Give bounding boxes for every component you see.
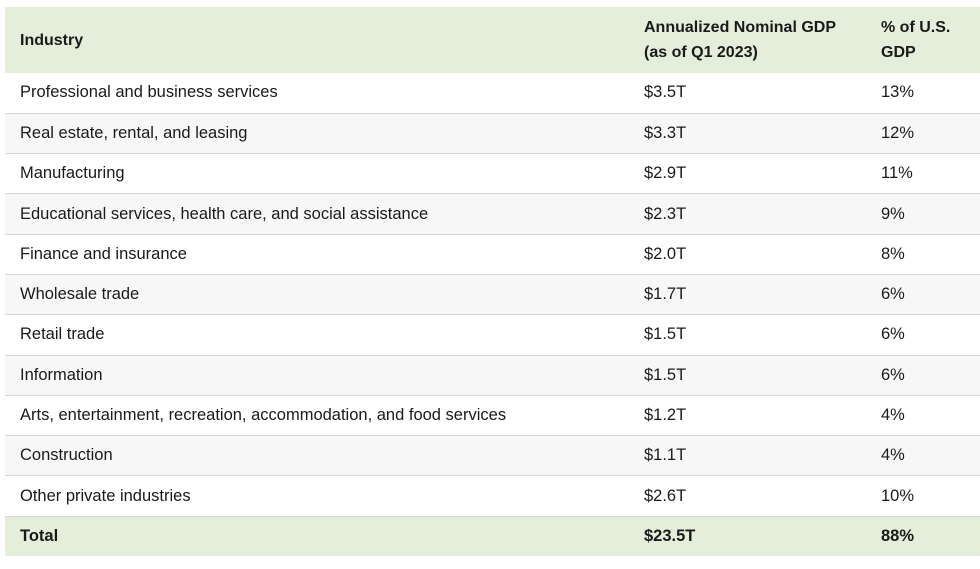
cell-industry: Professional and business services: [20, 83, 278, 102]
cell-industry: Finance and insurance: [20, 244, 187, 263]
table-footer: Total $23.5T 88%: [5, 516, 980, 557]
cell-gdp: $3.3T: [644, 123, 687, 142]
table-row: Information $1.5T 6%: [5, 355, 980, 396]
cell-gdp: $2.3T: [644, 204, 687, 223]
total-row: Total $23.5T 88%: [5, 516, 980, 557]
table-row: Arts, entertainment, recreation, accommo…: [5, 395, 980, 436]
cell-gdp: $1.5T: [644, 365, 687, 384]
cell-industry: Construction: [20, 446, 113, 465]
table-row: Retail trade $1.5T 6%: [5, 314, 980, 356]
data-table: Industry Annualized Nominal GDP (as of Q…: [5, 7, 980, 557]
header-industry: Industry: [20, 31, 84, 49]
cell-industry: Wholesale trade: [20, 285, 140, 304]
cell-gdp: $3.5T: [644, 83, 687, 102]
total-label: Total: [20, 527, 59, 546]
header-pct-line1: % of U.S.: [881, 19, 951, 36]
cell-pct: 13%: [881, 83, 915, 102]
cell-pct: 4%: [881, 446, 905, 465]
cell-pct: 11%: [881, 164, 913, 183]
table-row: Construction $1.1T 4%: [5, 435, 980, 476]
cell-gdp: $2.9T: [644, 164, 687, 183]
header-gdp: Annualized Nominal GDP (as of Q1 2023): [629, 7, 866, 73]
cell-gdp: $1.1T: [644, 446, 687, 465]
table-row: Real estate, rental, and leasing $3.3T 1…: [5, 113, 980, 154]
cell-gdp: $1.2T: [644, 406, 687, 425]
header-gdp-line2: (as of Q1 2023): [644, 44, 758, 61]
cell-gdp: $1.7T: [644, 285, 687, 304]
table-row: Finance and insurance $2.0T 8%: [5, 234, 980, 275]
cell-pct: 8%: [881, 244, 905, 263]
cell-gdp: $1.5T: [644, 325, 687, 344]
cell-industry: Educational services, health care, and s…: [20, 204, 429, 223]
cell-pct: 4%: [881, 406, 905, 425]
total-pct: 88%: [881, 527, 915, 546]
cell-industry: Arts, entertainment, recreation, accommo…: [20, 406, 507, 425]
cell-industry: Other private industries: [20, 486, 191, 505]
table-header: Industry Annualized Nominal GDP (as of Q…: [5, 7, 980, 73]
header-row: Industry Annualized Nominal GDP (as of Q…: [5, 7, 980, 73]
cell-pct: 10%: [881, 486, 915, 505]
cell-pct: 9%: [881, 204, 905, 223]
gdp-by-industry-table: Industry Annualized Nominal GDP (as of Q…: [5, 7, 980, 557]
header-gdp-line1: Annualized Nominal GDP: [644, 19, 837, 36]
cell-industry: Manufacturing: [20, 164, 125, 183]
header-pct-line2: GDP: [881, 44, 916, 61]
table-row: Manufacturing $2.9T 11%: [5, 153, 980, 194]
cell-pct: 6%: [881, 325, 905, 344]
cell-pct: 6%: [881, 365, 905, 384]
table-row: Other private industries $2.6T 10%: [5, 475, 980, 517]
table-row: Professional and business services $3.5T…: [5, 73, 980, 114]
cell-pct: 6%: [881, 285, 905, 304]
cell-gdp: $2.0T: [644, 244, 687, 263]
cell-gdp: $2.6T: [644, 486, 687, 505]
total-gdp: $23.5T: [644, 527, 696, 546]
cell-industry: Information: [20, 365, 103, 384]
table-body: Professional and business services $3.5T…: [5, 73, 980, 517]
table-row: Wholesale trade $1.7T 6%: [5, 274, 980, 315]
cell-pct: 12%: [881, 123, 915, 142]
header-pct: % of U.S. GDP: [866, 7, 980, 73]
cell-industry: Real estate, rental, and leasing: [20, 123, 248, 142]
cell-industry: Retail trade: [20, 325, 105, 344]
table-row: Educational services, health care, and s…: [5, 193, 980, 235]
